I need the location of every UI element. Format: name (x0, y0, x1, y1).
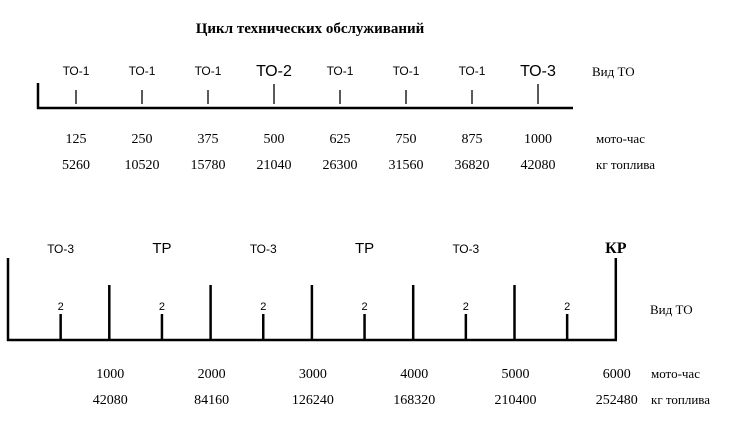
top-service-label: ТО-1 (129, 64, 156, 78)
top-service-label: ТО-1 (63, 64, 90, 78)
diagram-title: Цикл технических обслуживаний (196, 21, 425, 37)
bottom-section-label: КР (605, 240, 627, 257)
top-moto-value: 375 (198, 132, 219, 147)
top-fuel-value: 42080 (521, 158, 556, 173)
top-vid-to-label: Вид ТО (592, 64, 635, 79)
bottom-fuel-value: 168320 (393, 393, 435, 408)
top-moto-value: 750 (396, 132, 417, 147)
bottom-moto-value: 5000 (502, 367, 530, 382)
bottom-fuel-value: 42080 (93, 393, 128, 408)
bottom-timeline: 2 ТО-3 1000 42080 2 ТР 2000 84160 2 ТО-3 3000 12624… (6, 240, 710, 408)
top-moto-value: 625 (330, 132, 351, 147)
bottom-section-label: ТО-3 (47, 242, 74, 256)
bottom-fuel-value: 126240 (292, 393, 334, 408)
top-fuel-value: 5260 (62, 158, 90, 173)
top-moto-value: 1000 (524, 132, 552, 147)
top-moto-value: 250 (132, 132, 153, 147)
bottom-fuel-unit-label: кг топлива (651, 392, 710, 407)
top-fuel-unit-label: кг топлива (596, 157, 655, 172)
top-service-label: ТО-3 (520, 63, 556, 80)
top-moto-value: 875 (462, 132, 483, 147)
bottom-small-tick-label: 2 (361, 301, 367, 313)
top-service-label: ТО-1 (459, 64, 486, 78)
top-fuel-value: 26300 (323, 158, 358, 173)
bottom-moto-value: 1000 (96, 367, 124, 382)
bottom-section-label: ТО-3 (250, 242, 277, 256)
bottom-section-label: ТР (355, 240, 374, 257)
top-fuel-value: 36820 (455, 158, 490, 173)
top-service-label: ТО-1 (327, 64, 354, 78)
top-service-label: ТО-2 (256, 63, 292, 80)
top-fuel-value: 21040 (257, 158, 292, 173)
top-timeline: ТО-1 125 5260 ТО-1 250 10520 ТО-1 375 15780 ТО-2 5… (36, 63, 655, 173)
bottom-moto-unit-label: мото-час (651, 366, 700, 381)
bottom-section-label: ТР (152, 240, 171, 257)
bottom-vid-to-label: Вид ТО (650, 302, 693, 317)
top-service-label: ТО-1 (195, 64, 222, 78)
bottom-small-tick-label: 2 (564, 301, 570, 313)
top-moto-value: 125 (66, 132, 87, 147)
top-fuel-value: 31560 (389, 158, 424, 173)
bottom-section-label: ТО-3 (452, 242, 479, 256)
bottom-small-tick-label: 2 (58, 301, 64, 313)
top-service-label: ТО-1 (393, 64, 420, 78)
top-fuel-value: 10520 (125, 158, 160, 173)
bottom-moto-value: 6000 (603, 367, 631, 382)
bottom-fuel-value: 84160 (194, 393, 229, 408)
bottom-fuel-value: 210400 (495, 393, 537, 408)
bottom-moto-value: 2000 (198, 367, 226, 382)
top-fuel-value: 15780 (191, 158, 226, 173)
top-moto-value: 500 (264, 132, 285, 147)
bottom-moto-value: 4000 (400, 367, 428, 382)
bottom-moto-value: 3000 (299, 367, 327, 382)
bottom-small-tick-label: 2 (159, 301, 165, 313)
top-moto-unit-label: мото-час (596, 131, 645, 146)
bottom-small-tick-label: 2 (463, 301, 469, 313)
bottom-small-tick-label: 2 (260, 301, 266, 313)
bottom-fuel-value: 252480 (596, 393, 638, 408)
